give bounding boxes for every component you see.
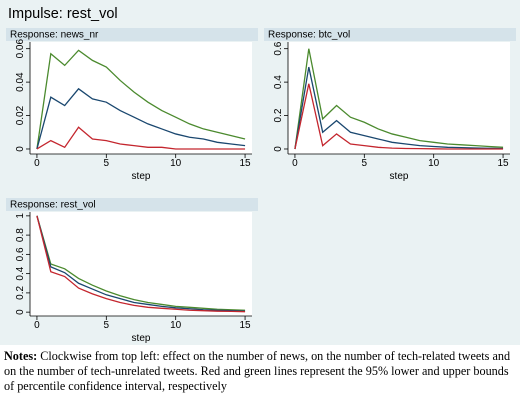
x-tick-label: 15 (498, 158, 510, 169)
series-line (294, 48, 504, 150)
series-line (36, 87, 246, 150)
y-tick-label: 0.6 (15, 247, 26, 261)
panel-title: Response: btc_vol (268, 30, 350, 41)
plot-area (30, 212, 252, 316)
notes-label: Notes: (4, 349, 38, 363)
panel-header (6, 198, 258, 211)
x-tick-label: 10 (428, 158, 440, 169)
figure: Impulse: rest_vol Response: news_nr 0 0.02… (0, 0, 520, 345)
y-tick-label: 0.4 (273, 75, 284, 89)
series-line (36, 215, 246, 311)
y-tick-label: 1 (15, 213, 26, 219)
y-tick-label: 0.04 (15, 72, 26, 92)
x-tick-label: 0 (34, 320, 40, 331)
x-tick-label: 5 (362, 158, 368, 169)
x-tick-label: 10 (170, 320, 182, 331)
notes-text: Clockwise from top left: effect on the n… (4, 349, 511, 393)
y-tick-label: 0.4 (15, 266, 26, 280)
y-tick-label: 0.2 (15, 286, 26, 300)
y-tick-label: 0.02 (15, 105, 26, 125)
x-axis-label: step (132, 171, 151, 182)
figure-title: Impulse: rest_vol (8, 6, 118, 22)
series-line (36, 215, 246, 312)
panel-title: Response: news_nr (10, 30, 99, 41)
series-line (36, 215, 246, 313)
y-tick-label: 0.2 (273, 108, 284, 122)
x-tick-label: 15 (240, 320, 252, 331)
x-tick-label: 0 (292, 158, 298, 169)
y-tick-label: 0.8 (15, 228, 26, 242)
series-line (294, 83, 504, 150)
series-line (294, 66, 504, 150)
y-tick-label: 0.6 (273, 41, 284, 55)
panel-header (264, 28, 516, 41)
y-tick-label: 0 (15, 309, 26, 315)
x-axis-label: step (390, 171, 409, 182)
x-tick-label: 5 (104, 158, 110, 169)
panel-title: Response: rest_vol (10, 200, 96, 211)
x-tick-label: 10 (170, 158, 182, 169)
series-line (36, 126, 246, 150)
series-line (36, 49, 246, 150)
panel-header (6, 28, 258, 41)
x-axis-label: step (132, 333, 151, 344)
x-tick-label: 0 (34, 158, 40, 169)
notes: Notes: Clockwise from top left: effect o… (4, 349, 512, 394)
y-tick-label: 0.06 (15, 39, 26, 59)
plot-area (30, 42, 252, 154)
x-tick-label: 15 (240, 158, 252, 169)
y-tick-label: 0 (273, 146, 284, 152)
y-tick-label: 0 (15, 146, 26, 152)
x-tick-label: 5 (104, 320, 110, 331)
